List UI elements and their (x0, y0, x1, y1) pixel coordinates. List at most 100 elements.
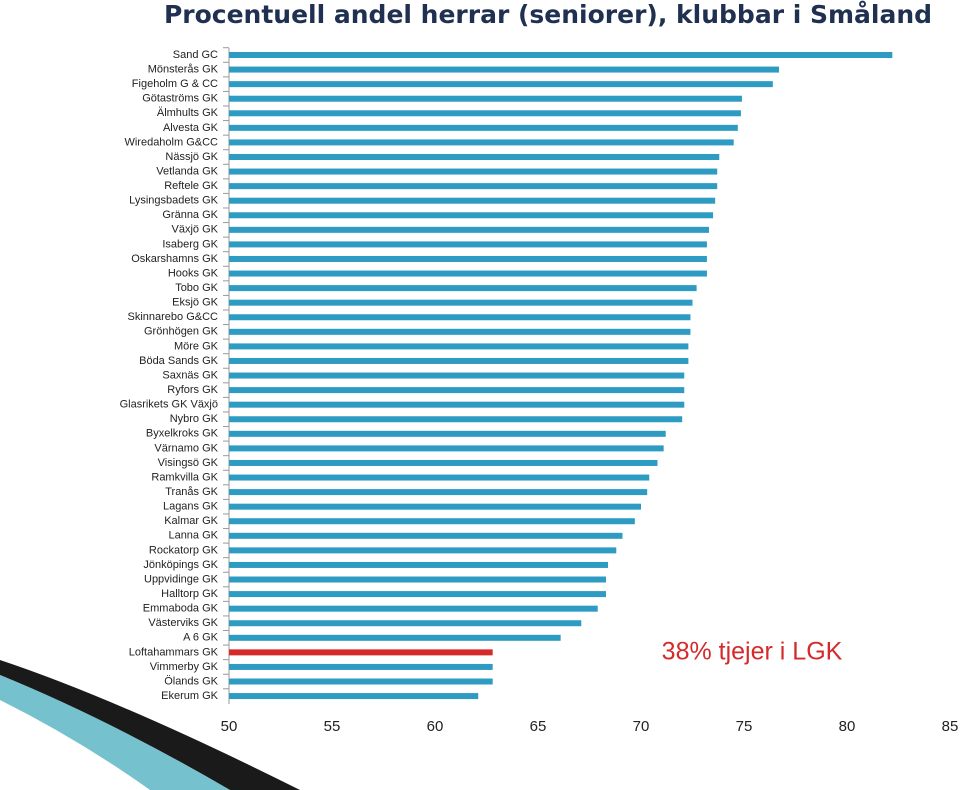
bar (229, 299, 693, 306)
y-tick-label: Böda Sands GK (139, 355, 219, 367)
y-tick-label: Gränna GK (162, 209, 218, 221)
y-tick-label: Reftele GK (164, 180, 218, 192)
y-tick-label: Grönhögen GK (144, 326, 219, 338)
y-tick-label: Eksjö GK (172, 297, 219, 309)
bar (229, 649, 493, 656)
y-tick-label: Tobo GK (175, 282, 218, 294)
swoosh (0, 660, 300, 790)
bar (229, 241, 707, 248)
y-tick-label: Visingsö GK (158, 457, 219, 469)
y-tick-label: Saxnäs GK (162, 369, 218, 381)
y-tick-label: Byxelkroks GK (146, 428, 219, 440)
bar (229, 139, 734, 146)
annotation: 38% tjejer i LGK (662, 638, 843, 666)
x-tick-label: 55 (324, 718, 341, 735)
y-tick-label: A 6 GK (183, 632, 219, 644)
y-tick-label: Ekerum GK (161, 690, 219, 702)
bar (229, 620, 582, 627)
bar (229, 401, 685, 408)
x-tick-label: 60 (427, 718, 444, 735)
y-tick-label: Vimmerby GK (150, 661, 219, 673)
bar (229, 445, 664, 452)
y-tick-label: Skinnarebo G&CC (128, 311, 219, 323)
bar (229, 81, 773, 88)
y-tick-label: Ramkvilla GK (151, 471, 218, 483)
bar (229, 328, 691, 335)
bar (229, 561, 609, 568)
bar (229, 591, 606, 598)
y-tick-label: Älmhults GK (157, 107, 219, 119)
bar (229, 197, 716, 204)
bar (229, 124, 738, 131)
y-tick-label: Mönsterås GK (148, 63, 219, 75)
bar (229, 416, 683, 423)
bar (229, 576, 606, 583)
y-tick-label: Glasrikets GK Växjö (120, 399, 218, 411)
y-tick-label: Västerviks GK (148, 617, 218, 629)
bar (229, 663, 493, 670)
bar (229, 503, 641, 510)
y-tick-label: Ölands GK (164, 675, 218, 687)
y-tick-label: Wiredaholm G&CC (124, 136, 218, 148)
x-tick-label: 65 (530, 718, 547, 735)
bar (229, 634, 561, 641)
y-tick-label: Sand GC (173, 49, 218, 61)
bar (229, 357, 689, 364)
y-tick-label: Oskarshamns GK (131, 253, 218, 265)
bar (229, 518, 635, 525)
bar (229, 532, 623, 539)
y-tick-label: Jönköpings GK (143, 559, 218, 571)
y-tick-label: Götaströms GK (142, 93, 218, 105)
bar (229, 605, 598, 612)
y-tick-label: Vetlanda GK (156, 165, 218, 177)
y-tick-label: Figeholm G & CC (132, 78, 218, 90)
x-tick-label: 80 (839, 718, 856, 735)
bar (229, 372, 685, 379)
bar (229, 343, 689, 350)
y-tick-label: Växjö GK (172, 224, 219, 236)
y-tick-label: Värnamo GK (154, 442, 218, 454)
bar (229, 153, 720, 160)
y-tick-label: Emmaboda GK (143, 603, 219, 615)
y-tick-label: Lysingsbadets GK (129, 195, 219, 207)
bar (229, 212, 714, 219)
bar (229, 226, 709, 233)
bar (229, 693, 479, 700)
bar (229, 95, 742, 102)
y-tick-label: Tranås GK (165, 486, 218, 498)
bar (229, 255, 707, 262)
bar (229, 168, 718, 175)
bar (229, 183, 718, 190)
y-tick-label: Nybro GK (170, 413, 219, 425)
bar (229, 66, 780, 73)
y-tick-label: Ryfors GK (167, 384, 218, 396)
y-tick-label: Uppvidinge GK (144, 573, 219, 585)
y-tick-label: Lagans GK (163, 501, 219, 513)
bar (229, 547, 617, 554)
bar (229, 285, 697, 292)
bar (229, 474, 650, 481)
y-tick-label: Rockatorp GK (149, 544, 219, 556)
y-tick-label: Nässjö GK (165, 151, 218, 163)
bar (229, 270, 707, 277)
y-tick-label: Kalmar GK (164, 515, 218, 527)
y-tick-label: Loftahammars GK (129, 646, 219, 658)
x-tick-label: 50 (221, 718, 238, 735)
y-tick-label: Möre GK (174, 340, 219, 352)
bar (229, 489, 648, 496)
bar (229, 52, 893, 58)
bar (229, 459, 658, 466)
y-tick-label: Alvesta GK (163, 122, 219, 134)
bar (229, 314, 691, 321)
bar (229, 430, 666, 437)
y-tick-label: Lanna GK (168, 530, 218, 542)
bar (229, 387, 685, 394)
y-tick-label: Hooks GK (168, 267, 219, 279)
y-tick-label: Halltorp GK (161, 588, 219, 600)
x-tick-label: 70 (633, 718, 650, 735)
bar (229, 678, 493, 685)
bar (229, 110, 741, 117)
x-tick-label: 85 (942, 718, 959, 735)
swoosh-teal (0, 675, 230, 790)
